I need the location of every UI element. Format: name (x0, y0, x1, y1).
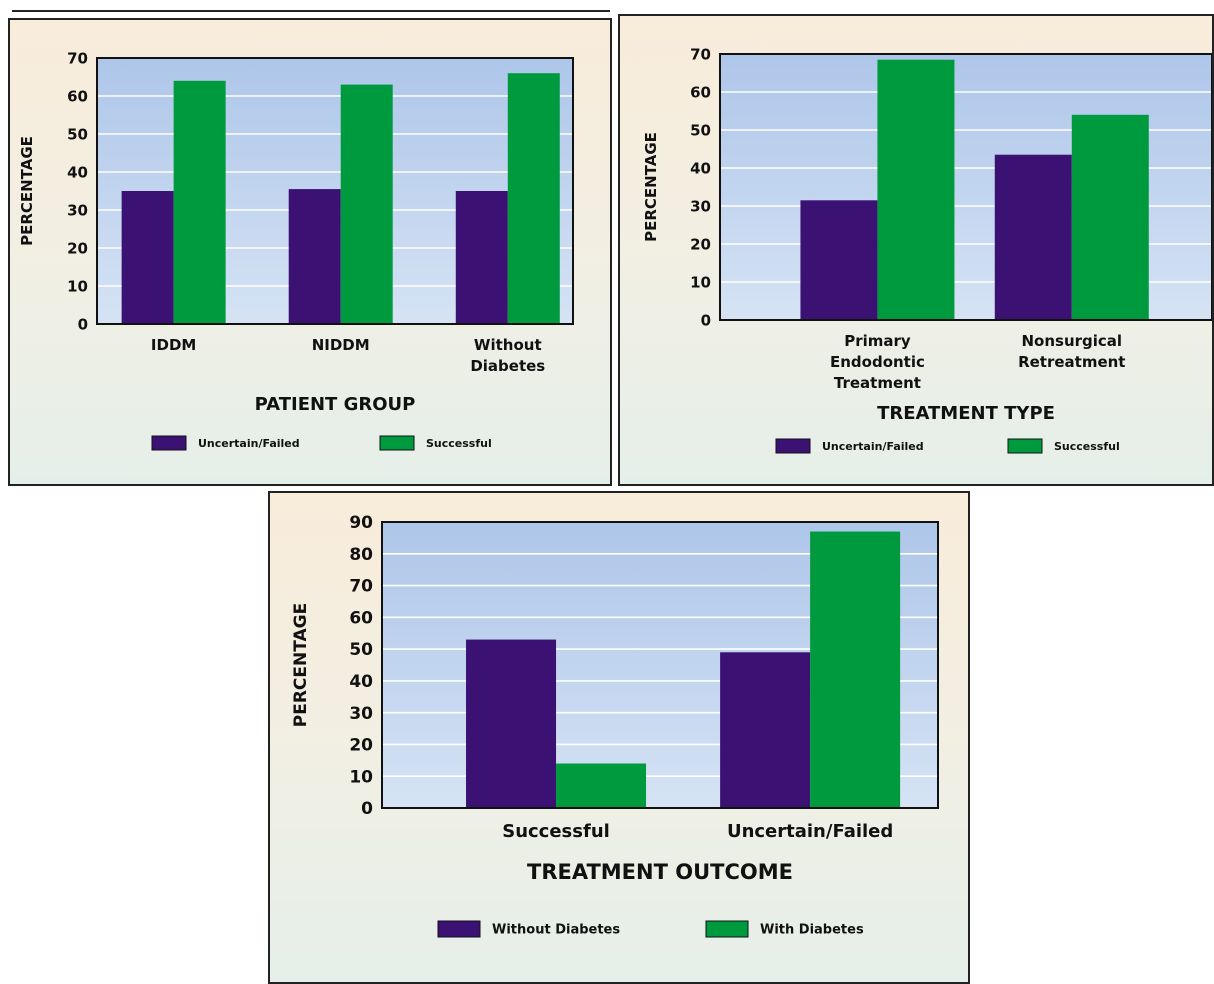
y-tick-label: 70 (349, 577, 373, 597)
bar (288, 189, 341, 324)
x-tick-label: Uncertain/Failed (727, 821, 893, 842)
y-tick-label: 20 (67, 239, 88, 257)
y-tick-label: 30 (349, 704, 373, 724)
y-tick-label: 80 (349, 545, 373, 565)
y-tick-label: 10 (67, 277, 88, 295)
bar (455, 191, 508, 324)
plot-frame (381, 521, 939, 809)
y-tick-label: 10 (349, 767, 373, 787)
bar (173, 80, 226, 324)
plot-frame (719, 53, 1212, 321)
bar (877, 59, 955, 320)
bar-chart-treatment-outcome: 0 10 20 30 40 50 60 70 80 90 Successful Uncertain/F… (270, 493, 968, 982)
legend-label: Successful (426, 437, 492, 450)
y-tick-label: 70 (690, 45, 711, 63)
bar (720, 652, 811, 808)
x-axis-label: TREATMENT OUTCOME (527, 860, 793, 884)
bar (466, 639, 557, 808)
bar (1071, 114, 1149, 320)
y-tick-label: 30 (690, 197, 711, 215)
legend-swatch (151, 435, 187, 451)
chart-panel-treatment-outcome: 0 10 20 30 40 50 60 70 80 90 Successful Uncertain/F… (268, 491, 970, 984)
x-tick-label: Primary Endodontic Treatment (830, 332, 925, 392)
x-tick-label: Successful (502, 821, 610, 842)
y-tick-label: 50 (67, 125, 88, 143)
bar (810, 531, 901, 808)
x-tick-label: Without Diabetes (470, 336, 545, 375)
y-tick-label: 50 (690, 121, 711, 139)
legend-swatch (437, 920, 481, 938)
chart-panel-patient-group: 0 10 20 30 40 50 60 70 IDDM NIDDM Without Diabetes P… (8, 18, 612, 486)
y-tick-label: 20 (690, 235, 711, 253)
bar (121, 191, 174, 324)
y-tick-label: 60 (690, 83, 711, 101)
bar (994, 154, 1072, 320)
bar (340, 84, 393, 324)
y-tick-label: 0 (78, 315, 88, 333)
bar-chart-treatment-type: 0 10 20 30 40 50 60 70 Primary Endodontic Treatmen… (620, 16, 1212, 484)
bar (800, 200, 878, 320)
x-tick-label: IDDM (151, 336, 196, 354)
y-tick-label: 70 (67, 49, 88, 67)
legend-label: Uncertain/Failed (198, 437, 300, 450)
x-tick-label: Nonsurgical Retreatment (1018, 332, 1125, 371)
y-tick-label: 40 (690, 159, 711, 177)
legend-label: Uncertain/Failed (822, 440, 924, 453)
plot-frame (96, 57, 574, 325)
legend-swatch (705, 920, 749, 938)
legend-swatch (775, 438, 811, 454)
legend-label: Successful (1054, 440, 1120, 453)
y-tick-label: 10 (690, 273, 711, 291)
legend-label: With Diabetes (760, 923, 864, 938)
y-tick-label: 40 (349, 672, 373, 692)
y-tick-label: 40 (67, 163, 88, 181)
y-tick-label: 60 (349, 608, 373, 628)
y-axis-label: PERCENTAGE (18, 136, 36, 246)
x-tick-label: NIDDM (312, 336, 370, 354)
y-tick-label: 20 (349, 736, 373, 756)
bar-chart-patient-group: 0 10 20 30 40 50 60 70 IDDM NIDDM Without Diabetes P… (10, 20, 610, 484)
chart-panel-treatment-type: 0 10 20 30 40 50 60 70 Primary Endodontic Treatmen… (618, 14, 1214, 486)
bar (507, 73, 560, 324)
y-tick-label: 60 (67, 87, 88, 105)
y-tick-label: 90 (349, 513, 373, 533)
y-axis-label: PERCENTAGE (642, 132, 660, 242)
y-tick-label: 0 (701, 311, 711, 329)
x-axis-label: TREATMENT TYPE (877, 403, 1055, 424)
legend-label: Without Diabetes (492, 923, 620, 938)
y-tick-label: 30 (67, 201, 88, 219)
x-axis-label: PATIENT GROUP (255, 394, 416, 415)
bar (556, 763, 647, 808)
y-tick-label: 0 (361, 799, 373, 819)
top-border-line (12, 10, 610, 12)
y-tick-label: 50 (349, 640, 373, 660)
legend-swatch (1007, 438, 1043, 454)
y-axis-label: PERCENTAGE (291, 603, 311, 727)
legend-swatch (379, 435, 415, 451)
